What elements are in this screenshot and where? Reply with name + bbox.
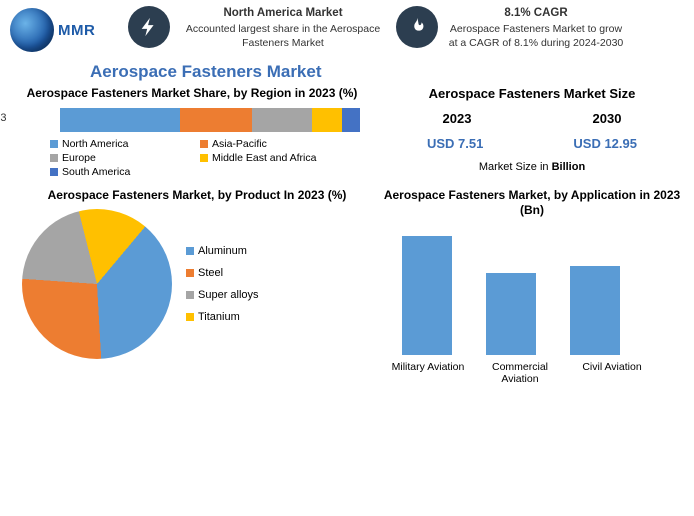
- callout1-bold: North America Market: [223, 7, 342, 19]
- stacked-bar: [60, 108, 360, 132]
- legend-item: Asia-Pacific: [200, 138, 350, 150]
- header-callout-1: North America Market Accounted largest s…: [178, 6, 388, 50]
- size-year-1: 2023: [443, 111, 472, 126]
- legend-label: Steel: [198, 267, 223, 279]
- bar-chart-bars: [388, 225, 678, 355]
- legend-swatch: [186, 247, 194, 255]
- legend-swatch: [50, 140, 58, 148]
- logo-text: MMR: [58, 22, 95, 39]
- bar-seg-middle-east-and-africa: [312, 108, 342, 132]
- vbar: [570, 266, 620, 355]
- legend-label: Super alloys: [198, 289, 259, 301]
- vbar: [486, 273, 536, 355]
- bolt-icon: [128, 6, 170, 48]
- legend-swatch: [200, 154, 208, 162]
- legend-item: Super alloys: [186, 289, 259, 301]
- size-note-prefix: Market Size in: [479, 161, 552, 173]
- callout2-bold: 8.1% CAGR: [504, 7, 567, 19]
- bar-seg-south-america: [342, 108, 360, 132]
- product-pie-block: Aerospace Fasteners Market, by Product I…: [12, 188, 382, 395]
- legend-item: Aluminum: [186, 245, 259, 257]
- legend-label: Titanium: [198, 311, 240, 323]
- vbar: [402, 236, 452, 355]
- legend-swatch: [186, 313, 194, 321]
- bar-category-label: Military Aviation: [388, 361, 468, 385]
- main-title: Aerospace Fasteners Market: [90, 62, 694, 82]
- bar-chart-labels: Military Aviation Commercial Aviation Civi…: [388, 361, 678, 385]
- pie-legend: Aluminum Steel Super alloys Titanium: [186, 245, 259, 323]
- barchart-title: Aerospace Fasteners Market, by Applicati…: [382, 188, 682, 219]
- legend-item: North America: [50, 138, 200, 150]
- size-val-2: USD 12.95: [573, 136, 637, 151]
- legend-swatch: [50, 154, 58, 162]
- region-chart-title: Aerospace Fasteners Market Share, by Reg…: [22, 86, 362, 102]
- legend-label: Europe: [62, 152, 96, 164]
- region-share-chart: Aerospace Fasteners Market Share, by Reg…: [22, 86, 362, 178]
- callout1-text: Accounted largest share in the Aerospace…: [186, 23, 380, 49]
- bar-seg-europe: [252, 108, 312, 132]
- size-title: Aerospace Fasteners Market Size: [382, 86, 682, 103]
- legend-item: Steel: [186, 267, 259, 279]
- legend-item: Titanium: [186, 311, 259, 323]
- legend-swatch: [186, 269, 194, 277]
- legend-label: South America: [62, 166, 130, 178]
- region-row-label: 2023: [0, 112, 6, 124]
- bar-seg-north-america: [60, 108, 180, 132]
- size-note-bold: Billion: [552, 161, 586, 173]
- callout2-text: Aerospace Fasteners Market to grow at a …: [449, 23, 624, 49]
- legend-item: Europe: [50, 152, 200, 164]
- application-bar-block: Aerospace Fasteners Market, by Applicati…: [382, 188, 682, 395]
- market-size-block: Aerospace Fasteners Market Size 2023 203…: [382, 86, 682, 178]
- legend-swatch: [186, 291, 194, 299]
- bar-category-label: Civil Aviation: [572, 361, 652, 385]
- size-val-1: USD 7.51: [427, 136, 483, 151]
- legend-label: Asia-Pacific: [212, 138, 267, 150]
- globe-icon: [10, 8, 54, 52]
- flame-icon: [396, 6, 438, 48]
- header-callout-2: 8.1% CAGR Aerospace Fasteners Market to …: [446, 6, 626, 50]
- pie-chart: [22, 209, 172, 359]
- legend-swatch: [200, 140, 208, 148]
- mmr-logo: MMR: [10, 6, 120, 54]
- legend-label: North America: [62, 138, 129, 150]
- legend-item: Middle East and Africa: [200, 152, 350, 164]
- region-legend: North America Asia-Pacific Europe Middle Ea…: [50, 138, 362, 178]
- legend-item: South America: [50, 166, 200, 178]
- legend-swatch: [50, 168, 58, 176]
- bar-category-label: Commercial Aviation: [480, 361, 560, 385]
- pie-title: Aerospace Fasteners Market, by Product I…: [12, 188, 382, 204]
- bar-seg-asia-pacific: [180, 108, 252, 132]
- legend-label: Aluminum: [198, 245, 247, 257]
- size-year-2: 2030: [593, 111, 622, 126]
- legend-label: Middle East and Africa: [212, 152, 316, 164]
- size-note: Market Size in Billion: [382, 161, 682, 173]
